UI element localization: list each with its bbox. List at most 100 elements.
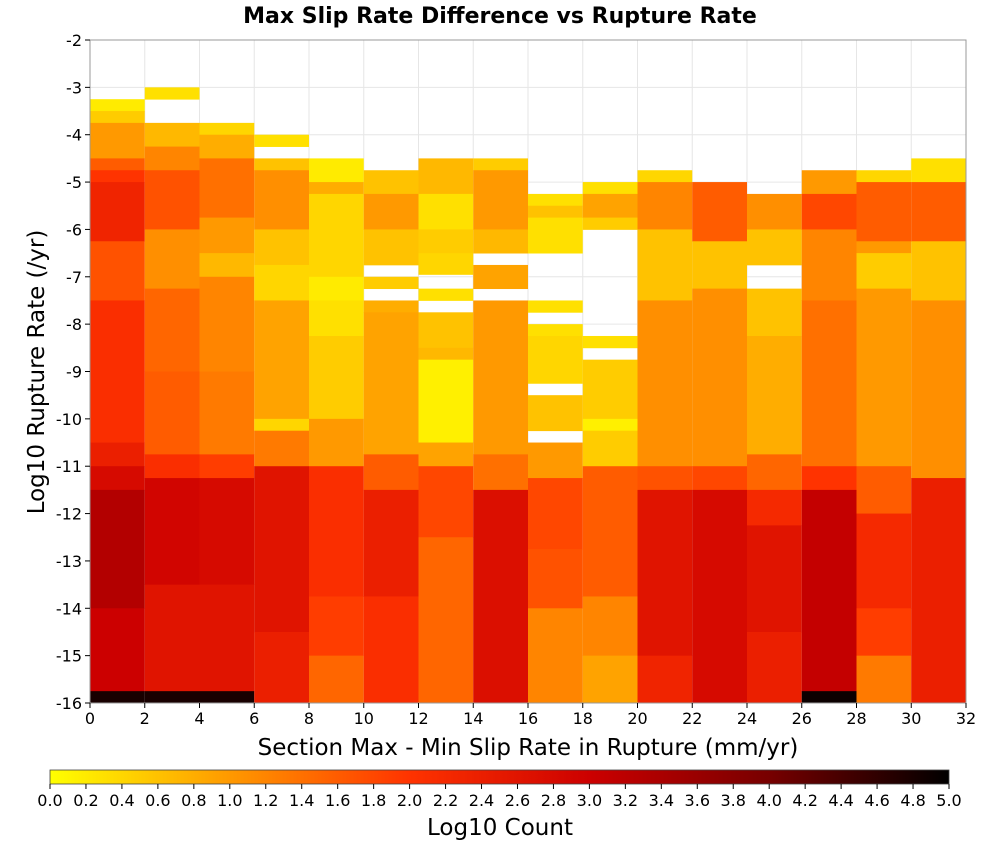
colorbar-tick-label: 4.4 [828, 791, 853, 810]
heatmap-cell [747, 335, 802, 455]
heatmap-cell [309, 276, 364, 301]
heatmap-cell [418, 537, 474, 704]
x-tick-label: 14 [463, 709, 483, 728]
heatmap-cell [856, 170, 912, 183]
x-axis-ticks: 0 2 4 6 8 10 12 14 16 18 20 22 24 26 28 30 32 [85, 703, 976, 728]
heatmap-cell [363, 312, 419, 455]
heatmap-cell [911, 300, 966, 479]
heatmap-cell [309, 335, 364, 372]
colorbar-tick-label: 0.6 [145, 791, 170, 810]
colorbar-tick-label: 3.4 [649, 791, 674, 810]
heatmap-cell [90, 300, 145, 443]
x-tick-label: 32 [956, 709, 976, 728]
colorbar-tick-label: 2.4 [469, 791, 494, 810]
heatmap-cell [254, 134, 309, 147]
heatmap-cell [747, 454, 802, 491]
y-tick-label: -3 [66, 78, 82, 97]
heatmap-cell [144, 229, 200, 290]
heatmap-cell [418, 253, 474, 275]
heatmap-cell [254, 300, 309, 420]
heatmap-cell [582, 182, 638, 195]
heatmap-cell [528, 300, 583, 313]
y-tick-label: -7 [66, 268, 82, 287]
colorbar-tick-label: 0.4 [109, 791, 134, 810]
heatmap-cell [747, 631, 802, 704]
y-tick-label: -6 [66, 220, 82, 239]
heatmap-cell [473, 454, 528, 491]
heatmap-cell [692, 466, 747, 491]
heatmap-cell [144, 146, 200, 171]
y-tick-label: -10 [56, 410, 82, 429]
x-axis-label: Section Max - Min Slip Rate in Rupture (… [258, 735, 799, 761]
heatmap-cell [90, 241, 145, 301]
colorbar-tick-label: 1.8 [361, 791, 386, 810]
heatmap-cell [637, 229, 693, 301]
heatmap-cell [637, 655, 693, 704]
colorbar-tick-label: 3.2 [613, 791, 638, 810]
heatmap-cell [418, 288, 474, 301]
heatmap-cell [747, 229, 802, 266]
heatmap-cell [309, 418, 364, 467]
x-tick-label: 30 [901, 709, 921, 728]
heatmap-cell [582, 466, 638, 597]
colorbar-tick-label: 2.2 [433, 791, 458, 810]
heatmap-cell [801, 300, 857, 467]
heatmap-cell [309, 300, 364, 337]
heatmap-cell [473, 489, 528, 704]
heatmap-cell [692, 288, 747, 467]
heatmap-cell [582, 335, 638, 349]
heatmap-cell [911, 478, 966, 704]
heatmap-cell [363, 229, 419, 266]
heatmap-cell [199, 691, 255, 704]
heatmap-cell [473, 229, 528, 254]
heatmap-cell [144, 170, 200, 230]
x-tick-label: 24 [737, 709, 757, 728]
heatmap-cell [90, 691, 145, 704]
heatmap-cell [473, 300, 528, 455]
heatmap-cell [637, 489, 693, 657]
heatmap-cell [801, 489, 857, 692]
heatmap-cell [363, 276, 419, 290]
heatmap-cell [692, 489, 747, 704]
heatmap-cell [144, 454, 200, 479]
heatmap-cell [144, 122, 200, 147]
heatmap-cell [199, 122, 255, 136]
heatmap-cell [801, 170, 857, 195]
heatmap-cell [582, 359, 638, 420]
heatmap-cell [199, 454, 255, 479]
heatmap-cell [199, 584, 255, 692]
heatmap-cell [363, 170, 419, 195]
heatmap-cell [528, 205, 583, 218]
colorbar-tick-label: 1.4 [289, 791, 314, 810]
heatmap-cell [637, 466, 693, 491]
y-tick-label: -9 [66, 363, 82, 382]
heatmap-cell [309, 158, 364, 183]
heatmap-cell [692, 182, 747, 242]
heatmap-cell [528, 217, 583, 254]
heatmap-cell [90, 111, 145, 124]
heatmap-cell [309, 596, 364, 657]
heatmap-cell [144, 691, 200, 704]
heatmap-cell [363, 596, 419, 704]
heatmap-cell [254, 229, 309, 266]
heatmap-cell [856, 608, 912, 657]
heatmap-cell [363, 489, 419, 597]
heatmap-cell [144, 371, 200, 455]
heatmap-cell [363, 193, 419, 230]
heatmap-cell [199, 217, 255, 254]
colorbar-tick-label: 4.2 [792, 791, 817, 810]
heatmap-cell [528, 442, 583, 479]
x-tick-label: 0 [85, 709, 95, 728]
x-tick-label: 26 [792, 709, 812, 728]
heatmap-cell [473, 158, 528, 171]
heatmap-cell [418, 312, 474, 349]
y-tick-label: -16 [56, 694, 82, 713]
x-tick-label: 16 [518, 709, 538, 728]
heatmap-cell [801, 691, 857, 704]
x-tick-label: 20 [627, 709, 647, 728]
heatmap-cell [418, 347, 474, 361]
heatmap-cell [747, 525, 802, 633]
heatmap-cell [144, 478, 200, 586]
heatmap-cell [199, 478, 255, 586]
colorbar-tick-label: 0.2 [73, 791, 98, 810]
